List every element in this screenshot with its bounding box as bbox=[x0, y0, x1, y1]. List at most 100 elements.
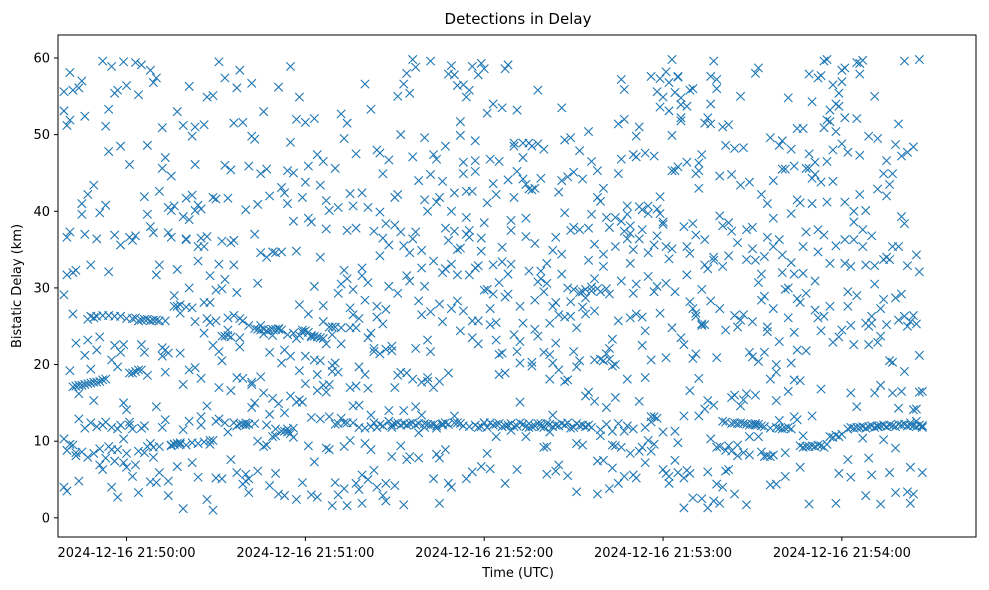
data-point bbox=[530, 295, 540, 305]
data-point bbox=[703, 395, 713, 406]
x-axis-ticks: 2024-12-16 21:50:00 2024-12-16 21:51:00 20… bbox=[58, 537, 911, 561]
data-point bbox=[369, 226, 379, 236]
data-point bbox=[461, 212, 471, 222]
data-point bbox=[712, 353, 722, 363]
data-point bbox=[360, 369, 370, 380]
data-point bbox=[667, 166, 677, 176]
data-point bbox=[560, 135, 570, 145]
data-point bbox=[837, 77, 847, 87]
data-point bbox=[527, 361, 537, 371]
data-point bbox=[491, 432, 501, 442]
data-point bbox=[566, 311, 576, 321]
data-point bbox=[893, 315, 904, 325]
data-point bbox=[467, 61, 477, 72]
data-point bbox=[732, 322, 743, 332]
data-point bbox=[503, 60, 513, 70]
data-point bbox=[607, 361, 617, 371]
data-point bbox=[184, 81, 194, 91]
data-point bbox=[113, 85, 123, 95]
data-point bbox=[282, 166, 293, 176]
data-point bbox=[482, 284, 492, 295]
data-point bbox=[557, 103, 567, 113]
data-point bbox=[753, 277, 764, 288]
data-point bbox=[321, 195, 331, 206]
data-point bbox=[631, 279, 641, 289]
data-point bbox=[59, 482, 69, 492]
data-point bbox=[470, 156, 480, 166]
data-point bbox=[77, 380, 87, 390]
data-point bbox=[861, 205, 871, 216]
data-point bbox=[563, 418, 573, 428]
data-point bbox=[610, 359, 620, 370]
data-point bbox=[312, 369, 322, 380]
data-point bbox=[637, 205, 647, 215]
data-point bbox=[515, 397, 525, 407]
data-point bbox=[586, 422, 597, 432]
data-point bbox=[116, 311, 126, 321]
data-point bbox=[279, 408, 290, 418]
data-point bbox=[244, 487, 254, 498]
data-point bbox=[116, 141, 126, 151]
data-point bbox=[154, 186, 164, 196]
data-point bbox=[849, 217, 859, 227]
data-point bbox=[163, 348, 173, 358]
data-point bbox=[676, 116, 686, 126]
data-point bbox=[569, 422, 579, 432]
data-point bbox=[861, 423, 871, 433]
data-point bbox=[363, 277, 373, 288]
data-point bbox=[503, 420, 513, 430]
data-point bbox=[405, 451, 415, 462]
data-point bbox=[187, 190, 197, 200]
data-point bbox=[834, 88, 844, 98]
data-point bbox=[270, 424, 281, 434]
data-point bbox=[569, 222, 579, 232]
data-point bbox=[879, 435, 889, 445]
data-point bbox=[74, 476, 84, 486]
data-point bbox=[634, 446, 644, 456]
data-point bbox=[491, 335, 501, 345]
data-point bbox=[402, 420, 412, 430]
data-point bbox=[884, 468, 895, 478]
data-point bbox=[884, 420, 895, 430]
data-point bbox=[712, 442, 722, 452]
data-point bbox=[768, 241, 778, 252]
data-point bbox=[694, 158, 704, 168]
data-point bbox=[113, 445, 123, 455]
data-point bbox=[393, 288, 403, 298]
data-point bbox=[473, 422, 483, 432]
data-point bbox=[369, 465, 379, 475]
data-point bbox=[867, 311, 877, 321]
data-point bbox=[765, 451, 775, 462]
data-point bbox=[539, 347, 549, 357]
data-point bbox=[431, 197, 442, 207]
data-point bbox=[422, 206, 433, 216]
data-point bbox=[116, 347, 126, 357]
data-point bbox=[536, 266, 546, 276]
data-point bbox=[572, 323, 582, 333]
data-point bbox=[628, 245, 638, 255]
data-point bbox=[270, 468, 281, 478]
data-point bbox=[527, 422, 537, 432]
data-point bbox=[378, 233, 388, 243]
data-point bbox=[449, 188, 459, 198]
data-point bbox=[697, 320, 707, 331]
data-point bbox=[747, 222, 758, 232]
data-point bbox=[181, 440, 191, 450]
data-point bbox=[199, 437, 209, 447]
data-point bbox=[667, 323, 677, 333]
data-point bbox=[309, 457, 319, 467]
data-point bbox=[65, 439, 75, 449]
data-point bbox=[172, 107, 182, 117]
data-point bbox=[521, 213, 531, 223]
data-point bbox=[887, 421, 898, 431]
data-point bbox=[181, 235, 191, 245]
data-point bbox=[747, 317, 758, 327]
data-point bbox=[542, 469, 552, 479]
data-point bbox=[464, 85, 474, 95]
data-point bbox=[515, 301, 525, 311]
data-point bbox=[288, 423, 299, 433]
data-point bbox=[855, 69, 865, 79]
data-point bbox=[145, 222, 155, 232]
data-point bbox=[604, 222, 614, 232]
data-point bbox=[589, 239, 600, 249]
